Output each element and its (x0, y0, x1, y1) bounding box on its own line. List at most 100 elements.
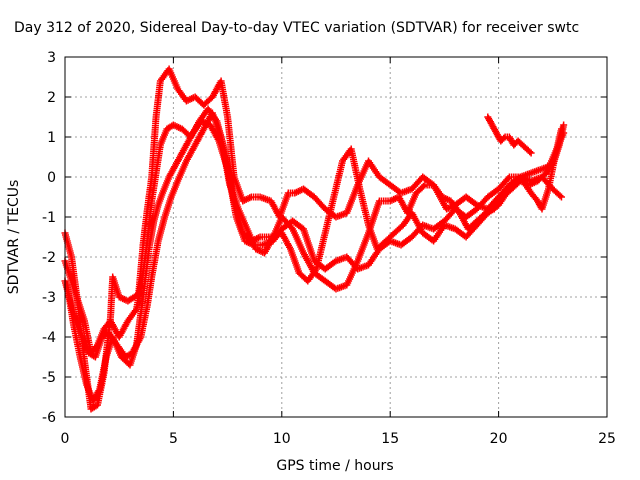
data-point-marker (289, 217, 306, 232)
data-point-marker (321, 195, 337, 237)
data-point-marker (96, 355, 110, 393)
data-point-marker (61, 229, 75, 259)
data-point-marker (510, 138, 521, 149)
data-point-marker (174, 85, 189, 103)
data-point-marker (109, 273, 122, 299)
data-point-marker (128, 335, 144, 357)
data-point-marker (551, 131, 567, 157)
data-point-marker (182, 143, 198, 165)
data-point-marker (354, 231, 372, 265)
data-point-marker (174, 159, 189, 185)
data-point-marker (152, 79, 164, 121)
data-point-marker (343, 183, 361, 217)
x-tick-label: 10 (273, 431, 291, 447)
y-tick-label: -1 (42, 210, 56, 226)
data-point-marker (189, 119, 204, 137)
data-point-marker (542, 151, 558, 177)
data-point-marker (167, 179, 181, 201)
data-point-marker (68, 277, 81, 303)
axis-ticks: -6 -5 -4 -3 -2 -1 0 1 2 3 0 5 10 15 20 25 (42, 50, 616, 447)
data-point-marker (152, 143, 164, 177)
data-point-marker (473, 195, 490, 213)
data-point-marker (74, 297, 88, 323)
data-point-marker (169, 121, 184, 132)
series-track-5 (484, 113, 535, 157)
data-point-marker (161, 195, 175, 221)
data-point-marker (473, 210, 488, 225)
data-point-marker (375, 173, 393, 188)
data-point-marker (156, 127, 170, 149)
data-point-marker (252, 245, 267, 256)
data-point-marker (404, 191, 419, 217)
data-point-marker (85, 349, 98, 360)
data-point-marker (234, 205, 250, 231)
data-point-marker (430, 218, 447, 233)
data-point-marker (243, 225, 259, 251)
data-point-marker (365, 157, 382, 179)
data-point-marker (300, 225, 318, 263)
data-point-marker (289, 225, 307, 255)
data-point-marker (430, 223, 447, 245)
data-point-marker (438, 193, 453, 204)
data-point-marker (200, 94, 215, 109)
series-track-2 (61, 105, 568, 357)
data-point-marker (180, 131, 196, 153)
y-tick-label: -6 (42, 410, 56, 426)
x-tick-label: 0 (61, 431, 70, 447)
y-tick-label: 0 (47, 170, 56, 186)
data-point-marker (70, 321, 84, 359)
data-point-marker (146, 219, 157, 249)
data-point-marker (91, 335, 105, 361)
data-point-marker (484, 186, 501, 201)
data-point-marker (343, 259, 361, 289)
data-point-marker (224, 113, 238, 179)
data-point-marker (560, 121, 568, 129)
data-point-marker (525, 178, 540, 189)
data-point-marker (139, 243, 153, 301)
data-point-marker (78, 333, 92, 355)
y-tick-label: -5 (42, 370, 56, 386)
data-point-marker (87, 402, 100, 413)
data-point-marker (527, 189, 540, 203)
y-tick-label: -3 (42, 290, 56, 306)
data-point-marker (523, 145, 534, 156)
data-point-marker (501, 133, 511, 141)
data-point-marker (560, 129, 568, 137)
data-point-marker (365, 199, 383, 237)
data-point-marker (514, 137, 525, 148)
data-point-marker (154, 215, 168, 245)
data-point-marker (165, 163, 179, 181)
data-point-marker (518, 141, 529, 152)
data-point-marker (484, 113, 495, 127)
data-point-marker (430, 181, 445, 199)
x-tick-label: 15 (381, 431, 399, 447)
data-point-marker (217, 133, 233, 187)
data-point-marker (154, 191, 166, 209)
y-tick-label: -2 (42, 250, 56, 266)
data-point-marker (310, 193, 328, 211)
data-point-marker (284, 189, 297, 197)
data-point-marker (269, 215, 285, 241)
data-point-marker (261, 235, 276, 257)
data-point-marker (230, 173, 246, 203)
data-point-marker (386, 194, 401, 205)
data-series (61, 65, 568, 413)
data-point-marker (104, 329, 120, 347)
data-point-marker (217, 77, 231, 119)
data-point-marker (330, 159, 346, 201)
data-point-marker (464, 218, 479, 233)
data-point-marker (488, 121, 500, 135)
data-point-marker (495, 183, 512, 201)
data-point-marker (497, 134, 508, 145)
data-point-marker (557, 193, 565, 201)
data-point-marker (287, 245, 302, 275)
data-point-marker (482, 206, 496, 217)
plot-frame (64, 56, 608, 418)
data-point-marker (239, 194, 254, 205)
x-tick-label: 25 (598, 431, 616, 447)
data-point-marker (148, 239, 162, 281)
data-point-marker (278, 213, 295, 231)
data-point-marker (527, 149, 535, 157)
chart-title: Day 312 of 2020, Sidereal Day-to-day VTE… (14, 20, 579, 36)
